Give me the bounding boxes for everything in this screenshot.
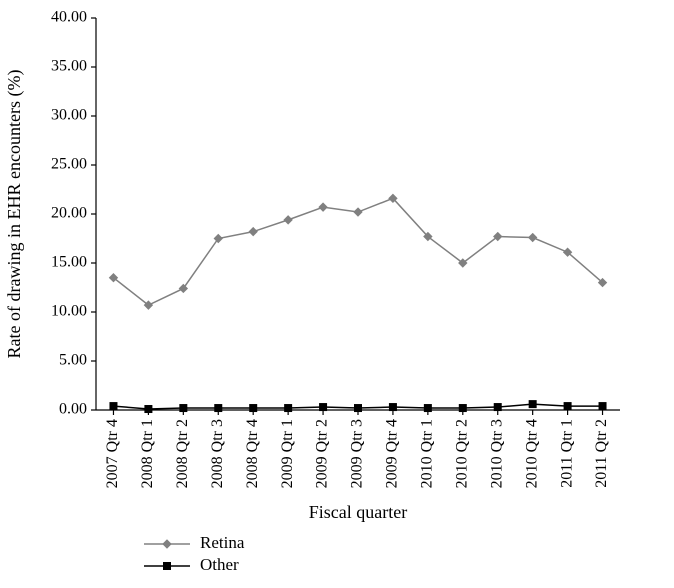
x-tick-label: 2009 Qtr 2 <box>314 419 331 488</box>
x-tick-label: 2009 Qtr 4 <box>384 419 401 488</box>
y-tick-label: 15.00 <box>51 254 87 271</box>
y-tick-label: 20.00 <box>51 205 87 222</box>
y-tick-label: 0.00 <box>59 401 87 418</box>
y-tick-label: 35.00 <box>51 58 87 75</box>
legend-label: Other <box>200 555 239 574</box>
x-tick-label: 2010 Qtr 3 <box>488 419 505 488</box>
chart-container: 0.00 5.00 10.00 15.00 20.00 25.00 30.00 35.00 40… <box>0 0 674 588</box>
x-tick-label: 2007 Qtr 4 <box>104 419 121 488</box>
x-tick-label: 2011 Qtr 2 <box>593 419 610 488</box>
x-tick-label: 2009 Qtr 1 <box>279 419 296 488</box>
x-tick-label: 2011 Qtr 1 <box>558 419 575 488</box>
y-tick-label: 40.00 <box>51 9 87 26</box>
x-tick-label: 2010 Qtr 2 <box>453 419 470 488</box>
x-tick-label: 2008 Qtr 2 <box>174 419 191 488</box>
y-axis-label: Rate of drawing in EHR encounters (%) <box>4 70 25 359</box>
x-axis-label: Fiscal quarter <box>309 502 407 522</box>
x-tick-label: 2010 Qtr 1 <box>419 419 436 488</box>
x-tick-label: 2008 Qtr 1 <box>139 419 156 488</box>
y-tick-label: 5.00 <box>59 352 87 369</box>
legend-label: Retina <box>200 533 245 552</box>
y-tick-label: 25.00 <box>51 156 87 173</box>
x-tick-label: 2008 Qtr 4 <box>244 419 261 488</box>
y-tick-label: 10.00 <box>51 303 87 320</box>
x-tick-label: 2008 Qtr 3 <box>209 419 226 488</box>
x-tick-label: 2010 Qtr 4 <box>523 419 540 488</box>
line-chart: 0.00 5.00 10.00 15.00 20.00 25.00 30.00 35.00 40… <box>0 0 674 588</box>
y-tick-label: 30.00 <box>51 107 87 124</box>
x-tick-label: 2009 Qtr 3 <box>349 419 366 488</box>
